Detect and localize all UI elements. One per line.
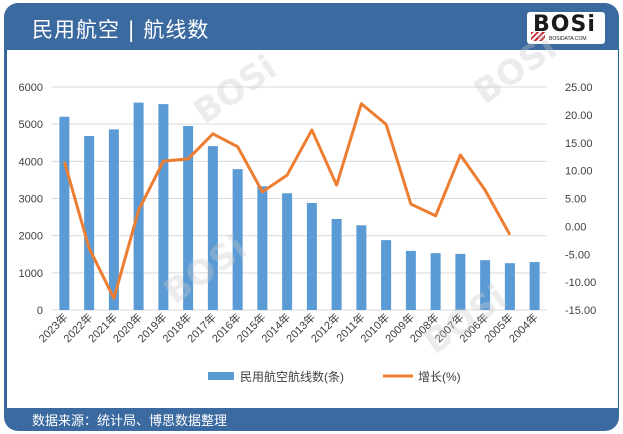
- left-axis-tick: 3000: [19, 194, 43, 206]
- right-axis-tick: -10.00: [565, 277, 596, 289]
- bar: [480, 260, 491, 310]
- x-axis-labels: 2023年2022年2021年2020年2019年2018年2017年2016年…: [36, 310, 541, 345]
- bar: [84, 136, 95, 310]
- bar: [232, 169, 243, 310]
- bar: [282, 193, 293, 310]
- bar: [183, 126, 194, 311]
- left-axis-tick: 2000: [19, 231, 43, 243]
- right-axis-ticks: -15.00 -10.00 -5.00 0.00 5.00 10.00 15.00 20.00…: [565, 82, 596, 317]
- left-axis-tick: 6000: [19, 82, 43, 94]
- bar: [59, 116, 70, 310]
- right-axis-tick: 20.00: [565, 110, 593, 122]
- page-title: 民用航空 | 航线数: [32, 18, 210, 42]
- bar: [405, 250, 416, 310]
- bar: [257, 186, 268, 310]
- logo-stripe-icon: [531, 32, 545, 41]
- right-axis-tick: -15.00: [565, 305, 596, 317]
- gridlines: [52, 86, 547, 311]
- logo-text: BOSi: [533, 12, 596, 37]
- bar: [381, 240, 392, 310]
- bosi-logo: BOSi BOSIDATA.COM: [527, 12, 605, 44]
- bar: [306, 202, 317, 310]
- right-axis-tick: 5.00: [565, 194, 586, 206]
- bar: [455, 253, 466, 310]
- data-source-footer: 数据来源：统计局、博思数据整理: [32, 414, 228, 429]
- bar: [331, 218, 342, 310]
- legend: 民用航空航线数(条) 增长(%): [208, 369, 461, 384]
- bar: [133, 102, 144, 310]
- legend-line-label: 增长(%): [418, 370, 461, 384]
- right-axis-tick: 10.00: [565, 166, 593, 178]
- bar: [430, 253, 441, 310]
- bar: [356, 225, 367, 310]
- bar: [504, 263, 515, 310]
- bar: [207, 146, 218, 310]
- right-axis-tick: 15.00: [565, 138, 593, 150]
- left-axis-ticks: 0 1000 2000 3000 4000 5000 6000: [19, 82, 43, 317]
- logo-url: BOSIDATA.COM: [549, 36, 587, 42]
- line-series: [62, 102, 512, 300]
- bar: [108, 129, 119, 310]
- right-axis-tick: 0.00: [565, 221, 586, 233]
- left-axis-tick: 0: [37, 305, 43, 317]
- bar: [158, 104, 169, 310]
- legend-bar-swatch-icon: [208, 372, 234, 380]
- bar-series: [59, 102, 540, 311]
- left-axis-tick: 1000: [19, 268, 43, 280]
- left-axis-tick: 5000: [19, 119, 43, 131]
- right-axis-tick: 25.00: [565, 82, 593, 94]
- legend-bar-label: 民用航空航线数(条): [240, 369, 344, 384]
- growth-line: [62, 102, 512, 300]
- right-axis-tick: -5.00: [565, 249, 590, 261]
- bar: [529, 262, 540, 310]
- left-axis-tick: 4000: [19, 156, 43, 168]
